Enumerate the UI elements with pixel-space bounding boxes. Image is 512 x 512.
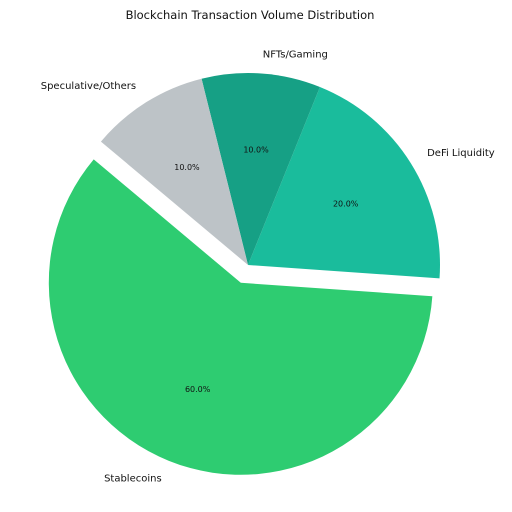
- pct-label-defi-liquidity: 20.0%: [333, 199, 359, 208]
- pie-labels: Stablecoins 60.0% DeFi Liquidity 20.0% NFTs/…: [41, 49, 495, 484]
- pie-slice-nfts-gaming: [201, 73, 320, 265]
- slice-label-stablecoins: Stablecoins: [104, 474, 162, 485]
- pct-label-speculative-others: 10.0%: [174, 163, 200, 172]
- pct-label-stablecoins: 60.0%: [185, 385, 211, 394]
- slice-label-defi-liquidity: DeFi Liquidity: [427, 148, 495, 159]
- slice-label-speculative-others: Speculative/Others: [41, 81, 136, 92]
- pie-slice-stablecoins: [48, 159, 433, 475]
- pie-slice-speculative-others: [100, 78, 248, 266]
- pct-label-nfts-gaming: 10.0%: [243, 146, 269, 155]
- slice-label-nfts-gaming: NFTs/Gaming: [263, 49, 328, 60]
- pie-slices: [48, 73, 440, 475]
- pie-slice-defi-liquidity: [248, 86, 440, 279]
- chart-title: Blockchain Transaction Volume Distributi…: [126, 8, 375, 22]
